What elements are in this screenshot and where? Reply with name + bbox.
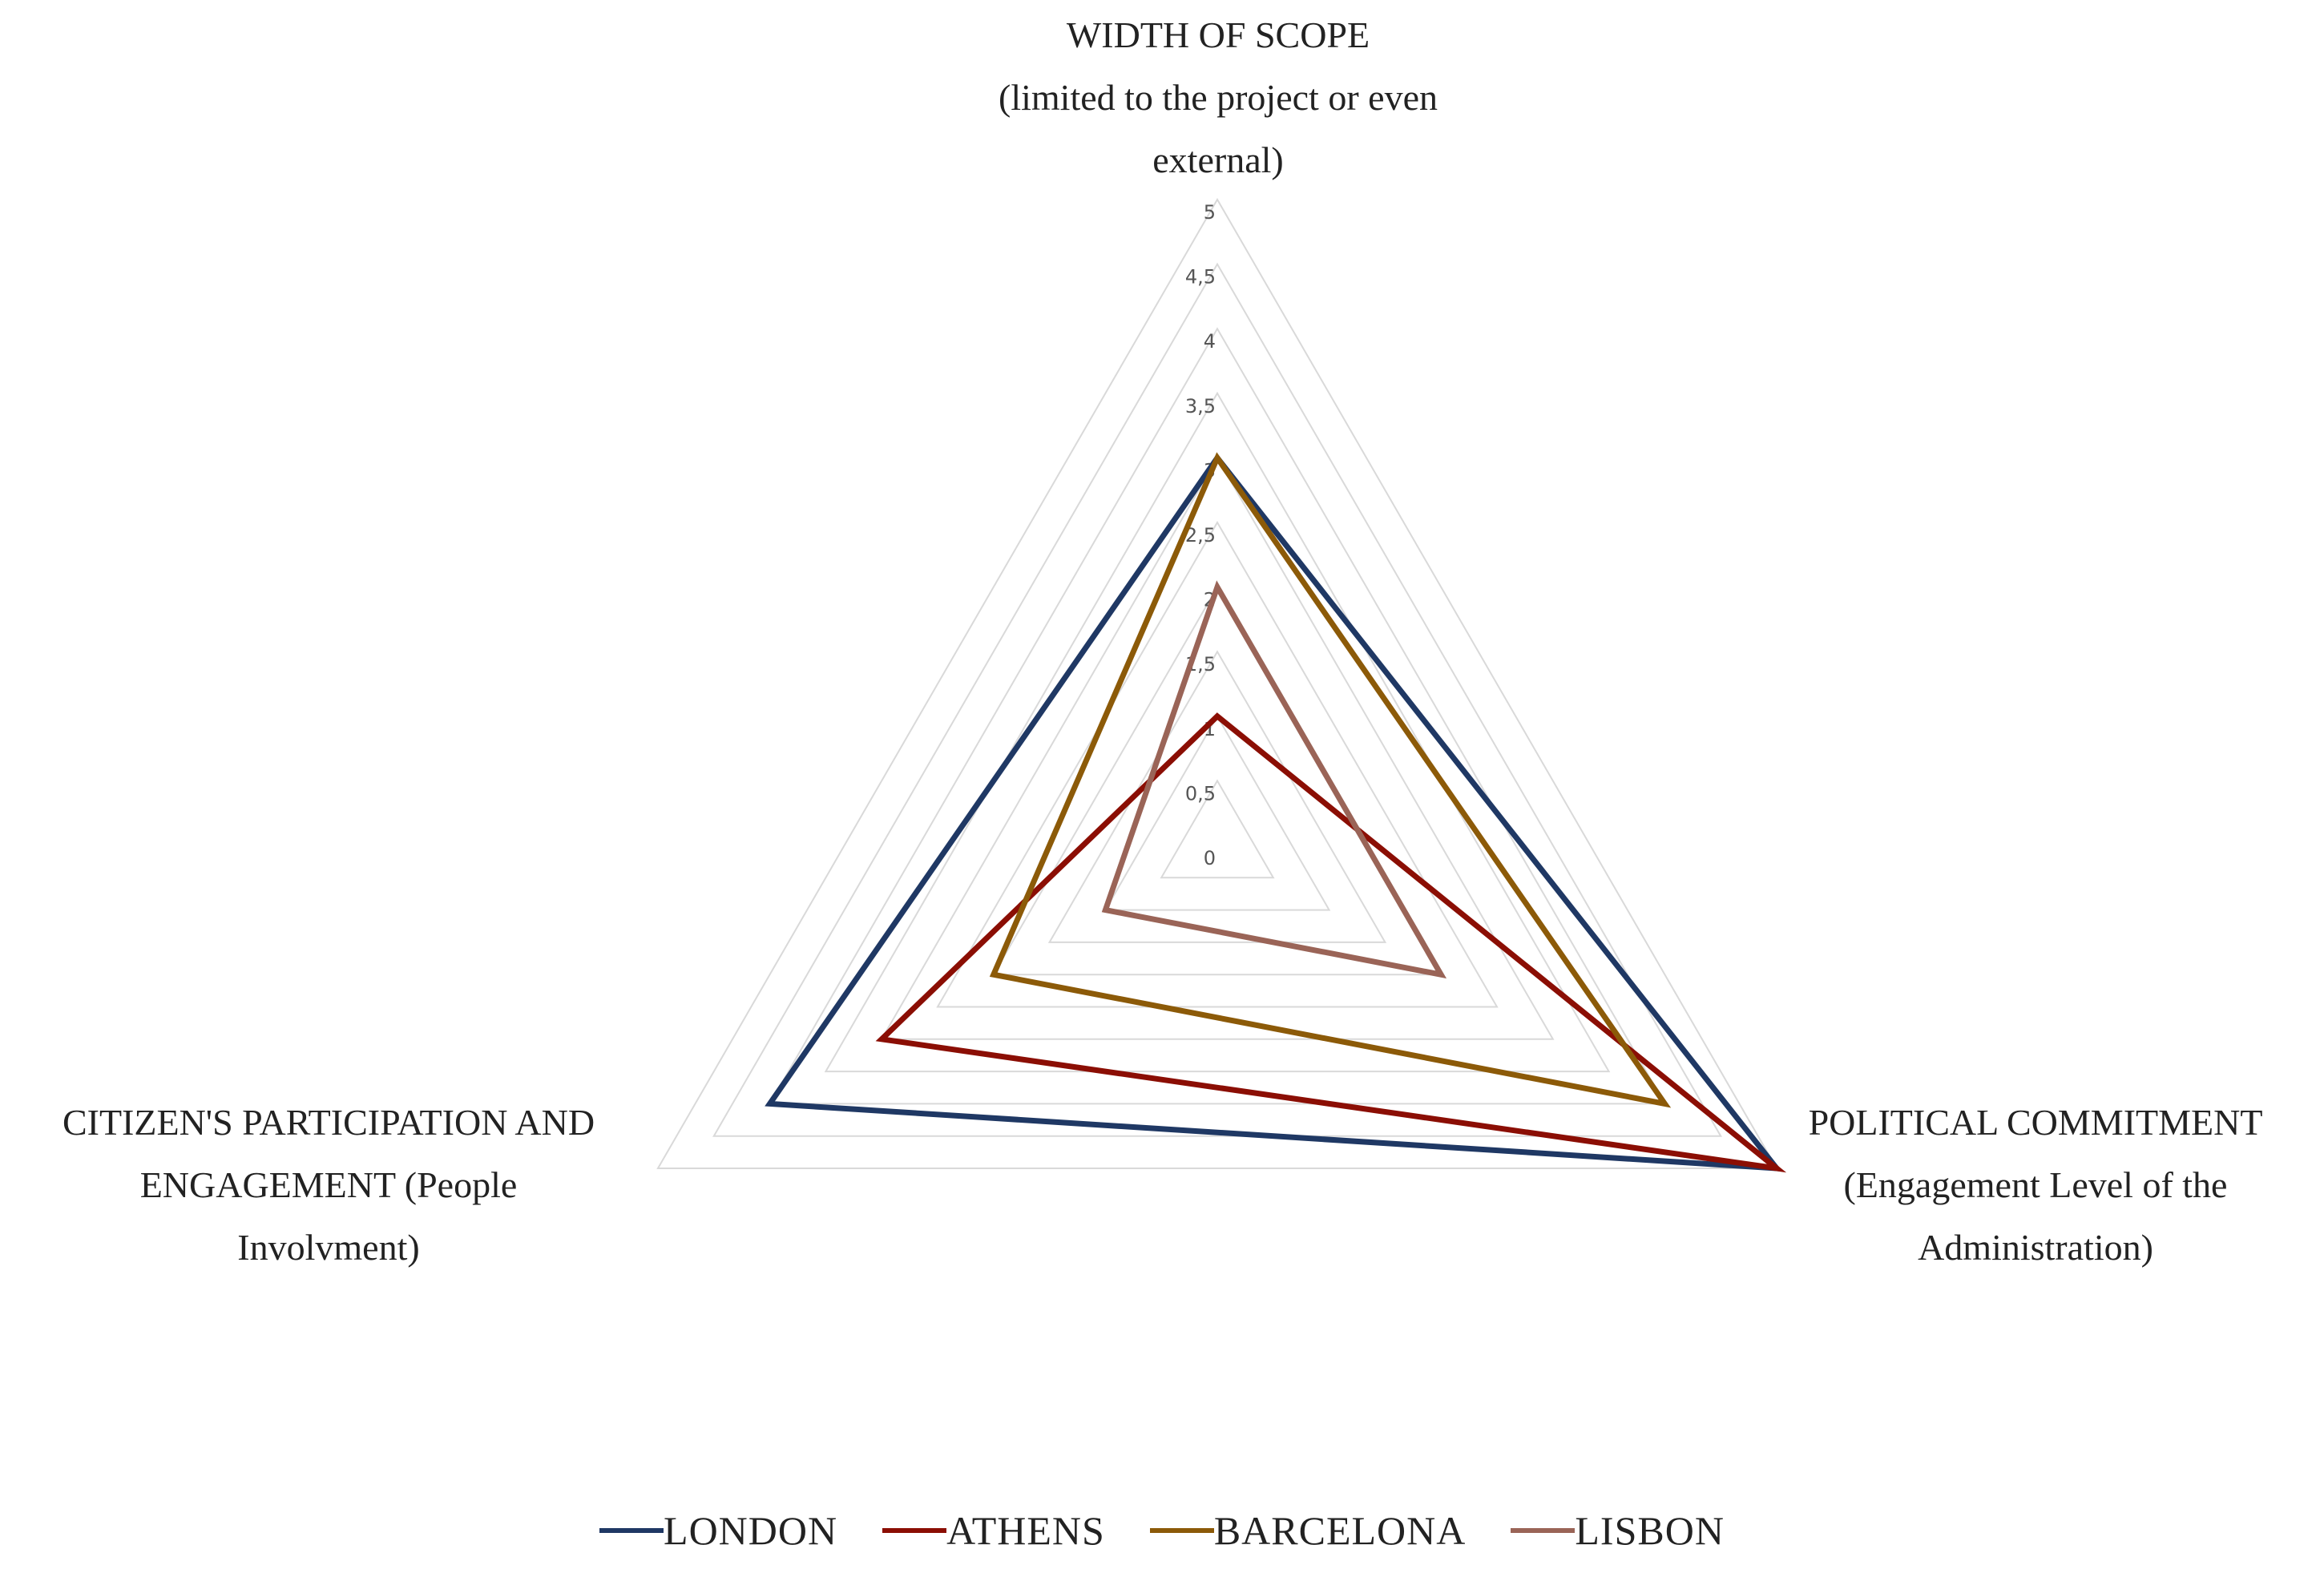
legend-swatch: [1511, 1528, 1576, 1533]
legend-swatch: [882, 1528, 947, 1533]
axis-label-citizens-participation: CITIZEN'S PARTICIPATION AND ENGAGEMENT (…: [0, 1091, 657, 1279]
legend-label: ATHENS: [946, 1508, 1105, 1553]
grid-ring: [1047, 650, 1387, 943]
tick-label: 0: [1204, 847, 1216, 869]
axis-label-line: ENGAGEMENT (People: [139, 1164, 518, 1205]
legend-label: LISBON: [1575, 1508, 1725, 1553]
axis-label-line: Involvment): [237, 1227, 420, 1268]
chart-legend: LONDON ATHENS BARCELONA LISBON: [0, 1498, 2324, 1563]
axis-label-line: (limited to the project or even: [999, 77, 1438, 118]
axis-label-width-of-scope: WIDTH OF SCOPE (limited to the project o…: [841, 4, 1595, 192]
grid-ring: [1160, 779, 1275, 879]
grid-ring: [768, 327, 1667, 1105]
legend-swatch: [1149, 1528, 1214, 1533]
legend-label: BARCELONA: [1213, 1508, 1467, 1553]
tick-label: 4,5: [1185, 266, 1216, 288]
grid-ring: [880, 456, 1555, 1040]
axis-label-line: external): [1152, 139, 1284, 180]
axis-label-line: Administration): [1918, 1227, 2153, 1268]
tick-label: 2,5: [1185, 524, 1216, 547]
tick-label: 0,5: [1185, 782, 1216, 805]
grid-ring: [712, 262, 1722, 1137]
legend-swatch: [599, 1528, 664, 1533]
series-barcelona: [989, 452, 1672, 1108]
grid-ring: [656, 197, 1778, 1169]
axis-label-line: (Engagement Level of the: [1843, 1164, 2228, 1205]
legend-item-barcelona: BARCELONA: [1149, 1507, 1467, 1554]
series-london: [765, 453, 1783, 1172]
tick-label: 5: [1204, 201, 1216, 224]
axis-label-line: CITIZEN'S PARTICIPATION AND: [62, 1102, 595, 1143]
legend-item-london: LONDON: [599, 1507, 837, 1554]
grid-ring: [824, 391, 1611, 1073]
legend-item-athens: ATHENS: [882, 1507, 1105, 1554]
grid-ring: [1103, 714, 1331, 911]
tick-label: 4: [1204, 330, 1216, 353]
axis-label-political-commitment: POLITICAL COMMITMENT (Engagement Level o…: [1763, 1091, 2308, 1279]
legend-label: LONDON: [664, 1508, 838, 1553]
axis-label-line: WIDTH OF SCOPE: [1066, 14, 1370, 55]
series-athens: [875, 712, 1787, 1173]
series-lisbon: [1101, 580, 1447, 979]
grid-ring: [936, 520, 1499, 1008]
axis-label-line: POLITICAL COMMITMENT: [1808, 1102, 2263, 1143]
legend-item-lisbon: LISBON: [1511, 1507, 1725, 1554]
tick-label: 3,5: [1185, 395, 1216, 417]
